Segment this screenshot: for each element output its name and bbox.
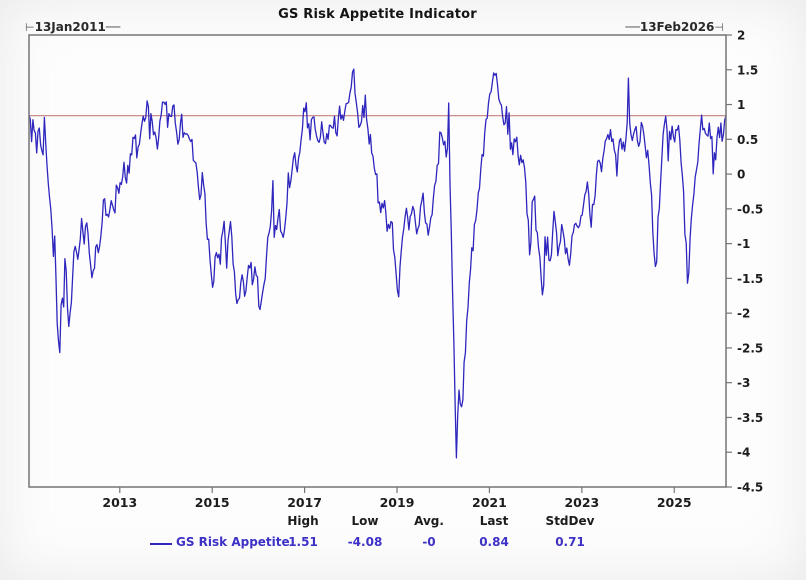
- range-start-dash-icon: ──: [105, 20, 121, 34]
- series-line: [28, 68, 727, 459]
- y-tick-label: -2: [737, 307, 750, 321]
- x-tick-label: 2021: [472, 495, 507, 510]
- x-tick-label: 2023: [564, 495, 599, 510]
- date-range-end: ──13Feb2026⊣: [625, 20, 724, 34]
- y-tick-label: -1.5: [737, 272, 763, 286]
- x-tick-label: 2019: [380, 495, 415, 510]
- y-tick-label: 1.5: [737, 63, 758, 77]
- y-tick-label: 0.5: [737, 133, 758, 147]
- y-tick-label: -4.5: [737, 481, 763, 495]
- y-tick-label: 1: [737, 98, 745, 112]
- x-tick-label: 2013: [102, 495, 137, 510]
- date-range-start-label: 13Jan2011: [34, 20, 106, 34]
- y-tick-label: -2.5: [737, 341, 763, 355]
- range-end-tick-icon: ⊣: [714, 21, 724, 34]
- chart-title: GS Risk Appetite Indicator: [278, 7, 477, 22]
- plot-frame: [28, 34, 727, 488]
- y-tick-label: -1: [737, 237, 750, 251]
- x-tick-label: 2017: [287, 495, 322, 510]
- range-start-tick-icon: ⊢: [25, 21, 35, 34]
- date-range-end-label: 13Feb2026: [639, 20, 715, 34]
- x-tick-label: 2025: [657, 495, 692, 510]
- y-tick-label: -3.5: [737, 411, 763, 425]
- y-tick-label: -3: [737, 376, 750, 390]
- date-range-start: ⊢13Jan2011──: [25, 20, 120, 34]
- y-tick-label: -4: [737, 446, 750, 460]
- x-tick-label: 2015: [195, 495, 230, 510]
- y-tick-label: 0: [737, 168, 745, 182]
- y-tick-label: 2: [737, 29, 745, 43]
- range-end-dash-icon: ──: [625, 20, 640, 34]
- y-tick-label: -0.5: [737, 202, 763, 216]
